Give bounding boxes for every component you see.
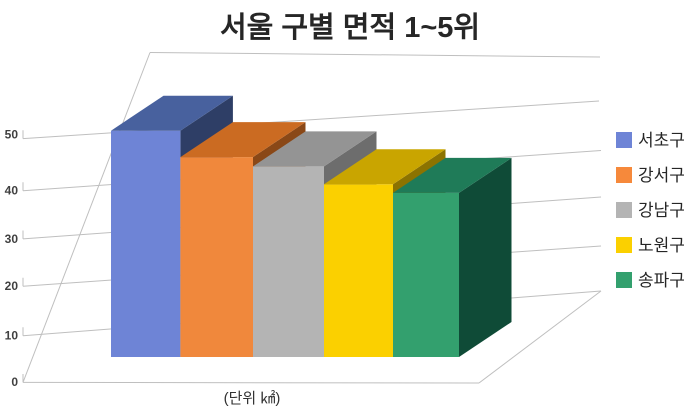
svg-text:10: 10 — [5, 329, 19, 343]
svg-text:40: 40 — [5, 184, 19, 198]
svg-text:노원구: 노원구 — [638, 236, 685, 255]
svg-text:30: 30 — [5, 232, 19, 246]
svg-text:0: 0 — [11, 375, 18, 389]
svg-text:(단위 ㎢): (단위 ㎢) — [224, 390, 281, 407]
svg-text:서초구: 서초구 — [638, 131, 685, 150]
svg-text:강남구: 강남구 — [638, 201, 685, 220]
svg-text:강서구: 강서구 — [638, 166, 685, 185]
svg-text:송파구: 송파구 — [638, 271, 685, 290]
svg-text:50: 50 — [5, 128, 19, 142]
svg-text:20: 20 — [5, 279, 19, 293]
